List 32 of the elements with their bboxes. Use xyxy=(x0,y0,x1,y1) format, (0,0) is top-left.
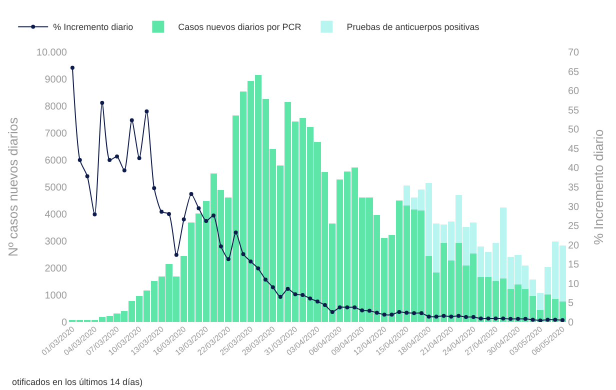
y2-tick-label: 40 xyxy=(568,163,580,174)
y2-tick-label: 10 xyxy=(568,278,580,290)
y2-tick-label: 25 xyxy=(568,221,580,232)
y2-axis-title: % Incremento diario xyxy=(591,129,606,245)
y-tick-label: 10.000 xyxy=(36,48,68,58)
legend-label: Casos nuevos diarios por PCR xyxy=(178,22,302,32)
y2-tick-label: 5 xyxy=(568,298,574,310)
y-tick-label: 1000 xyxy=(44,290,68,302)
y2-tick-label: 60 xyxy=(568,86,580,98)
y2-tick-label: 70 xyxy=(568,48,580,58)
y-tick-label: 7000 xyxy=(44,128,68,140)
y2-tick-label: 65 xyxy=(568,66,580,78)
y-tick-label: 0 xyxy=(61,318,68,328)
y-tick-label: 3000 xyxy=(44,236,68,248)
text: otificados en los últimos 14 días) xyxy=(12,377,143,387)
legend-label: % Incremento diario xyxy=(53,22,134,32)
y-tick-label: 8000 xyxy=(44,102,68,112)
y2-tick-label: 0 xyxy=(568,318,574,328)
y2-tick-label: 55 xyxy=(568,105,580,116)
y2-tick-label: 15 xyxy=(568,260,580,271)
y2-tick-label: 50 xyxy=(568,124,580,136)
y-tick-label: 6000 xyxy=(44,156,68,166)
y2-tick-label: 35 xyxy=(568,182,580,194)
legend-label: Pruebas de anticuerpos positivas xyxy=(346,22,480,32)
y-axis-title: Nº casos nuevos diarios xyxy=(5,116,20,257)
y2-tick-label: 30 xyxy=(568,202,580,213)
y2-tick-label: 20 xyxy=(568,240,580,252)
y-tick-label: 5000 xyxy=(44,182,68,194)
y2-tick-label: 45 xyxy=(568,144,580,155)
y-tick-label: 4000 xyxy=(44,210,68,220)
y-tick-label: 9000 xyxy=(44,74,68,86)
y-tick-label: 2000 xyxy=(44,264,68,274)
